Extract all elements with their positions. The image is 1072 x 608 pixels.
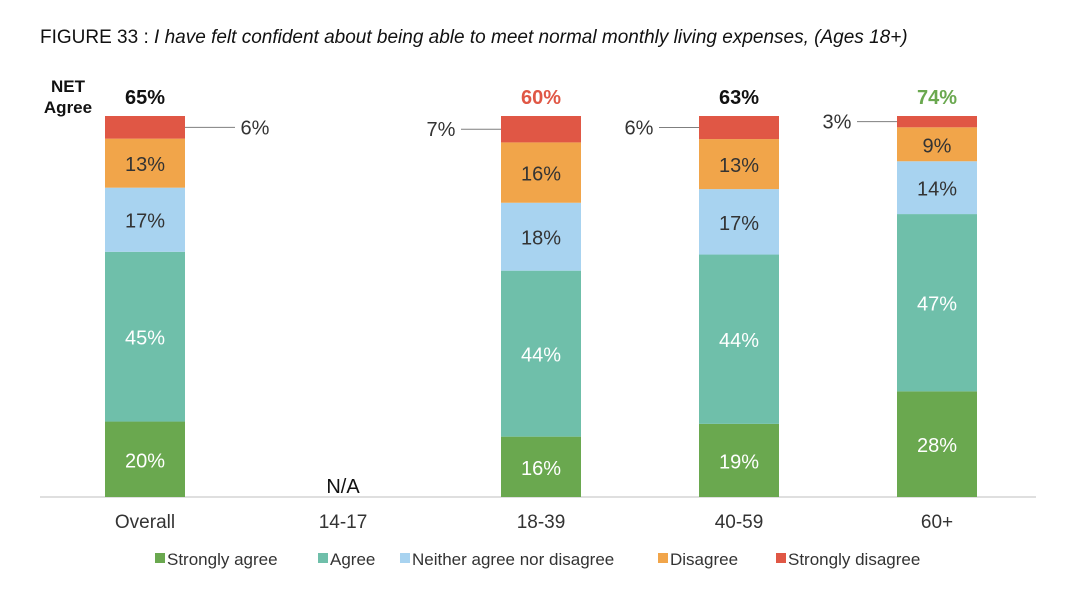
- data-label-18-39-strongly-disagree: 7%: [427, 119, 456, 141]
- legend-swatch-disagree: [658, 553, 668, 563]
- bar-segment-40-59-strongly-disagree: [699, 116, 779, 140]
- chart-title: FIGURE 33 : I have felt confident about …: [40, 27, 908, 49]
- bar-segment-40-59-disagree: [699, 139, 779, 190]
- data-label-18-39-disagree: 16%: [521, 164, 561, 186]
- net-agree-label: NET Agree: [40, 76, 96, 118]
- bar-segment-18-39-disagree: [501, 142, 581, 203]
- bar-segment-18-39-agree: [501, 270, 581, 437]
- data-label-40-59-strongly-agree: 19%: [719, 451, 759, 473]
- data-label-overall-neither-agree-nor-disagree: 17%: [125, 211, 165, 233]
- bar-segment-60-strongly-disagree: [897, 116, 977, 128]
- x-tick-label-60: 60+: [921, 512, 953, 533]
- legend-label-disagree: Disagree: [670, 550, 738, 569]
- bar-segment-60-agree: [897, 214, 977, 392]
- x-tick-label-40-59: 40-59: [715, 512, 764, 533]
- data-label-18-39-neither-agree-nor-disagree: 18%: [521, 228, 561, 250]
- data-label-40-59-disagree: 13%: [719, 155, 759, 177]
- bar-segment-60-disagree: [897, 127, 977, 162]
- data-label-overall-disagree: 13%: [125, 154, 165, 176]
- data-label-overall-strongly-agree: 20%: [125, 450, 165, 472]
- net-agree-label-line2: Agree: [43, 98, 93, 117]
- net-agree-value-60: 74%: [917, 87, 957, 109]
- data-label-60-strongly-agree: 28%: [917, 435, 957, 457]
- bar-segment-overall-strongly-agree: [105, 421, 185, 497]
- x-tick-label-18-39: 18-39: [517, 512, 566, 533]
- data-label-60-neither-agree-nor-disagree: 14%: [917, 179, 957, 201]
- legend-label-agree: Agree: [330, 550, 375, 569]
- bar-segment-18-39-strongly-agree: [501, 436, 581, 497]
- net-agree-value-overall: 65%: [125, 87, 165, 109]
- data-label-60-disagree: 9%: [923, 135, 952, 157]
- data-label-40-59-agree: 44%: [719, 330, 759, 352]
- x-tick-label-14-17: 14-17: [319, 512, 368, 533]
- bar-segment-overall-agree: [105, 251, 185, 422]
- data-label-60-agree: 47%: [917, 294, 957, 316]
- legend-swatch-strongly-agree: [155, 553, 165, 563]
- bar-segment-18-39-strongly-disagree: [501, 116, 581, 143]
- net-agree-value-40-59: 63%: [719, 87, 759, 109]
- data-label-40-59-strongly-disagree: 6%: [625, 118, 654, 140]
- data-label-overall-agree: 45%: [125, 328, 165, 350]
- legend-swatch-strongly-disagree: [776, 553, 786, 563]
- net-agree-value-18-39: 60%: [521, 87, 561, 109]
- net-agree-label-line1: NET: [51, 77, 85, 96]
- figure-title-text: I have felt confident about being able t…: [154, 27, 908, 48]
- bar-segment-18-39-neither-agree-nor-disagree: [501, 202, 581, 271]
- bar-segment-overall-disagree: [105, 138, 185, 188]
- x-tick-label-overall: Overall: [115, 512, 175, 533]
- data-label-18-39-agree: 44%: [521, 345, 561, 367]
- legend-label-neither-agree-nor-disagree: Neither agree nor disagree: [412, 550, 614, 569]
- data-label-40-59-neither-agree-nor-disagree: 17%: [719, 213, 759, 235]
- figure-number: FIGURE 33 :: [40, 27, 149, 48]
- data-label-18-39-strongly-agree: 16%: [521, 458, 561, 480]
- bar-segment-40-59-strongly-agree: [699, 423, 779, 497]
- bar-segment-60-strongly-agree: [897, 391, 977, 497]
- na-label-14-17: N/A: [326, 476, 360, 498]
- legend-label-strongly-disagree: Strongly disagree: [788, 550, 920, 569]
- legend-swatch-agree: [318, 553, 328, 563]
- data-label-60-strongly-disagree: 3%: [823, 112, 852, 134]
- bar-segment-60-neither-agree-nor-disagree: [897, 161, 977, 215]
- bar-segment-40-59-agree: [699, 254, 779, 424]
- data-label-overall-strongly-disagree: 6%: [241, 117, 270, 139]
- bar-segment-overall-strongly-disagree: [105, 116, 185, 139]
- legend-swatch-neither-agree-nor-disagree: [400, 553, 410, 563]
- bar-segment-40-59-neither-agree-nor-disagree: [699, 189, 779, 255]
- legend-label-strongly-agree: Strongly agree: [167, 550, 278, 569]
- bar-segment-overall-neither-agree-nor-disagree: [105, 187, 185, 252]
